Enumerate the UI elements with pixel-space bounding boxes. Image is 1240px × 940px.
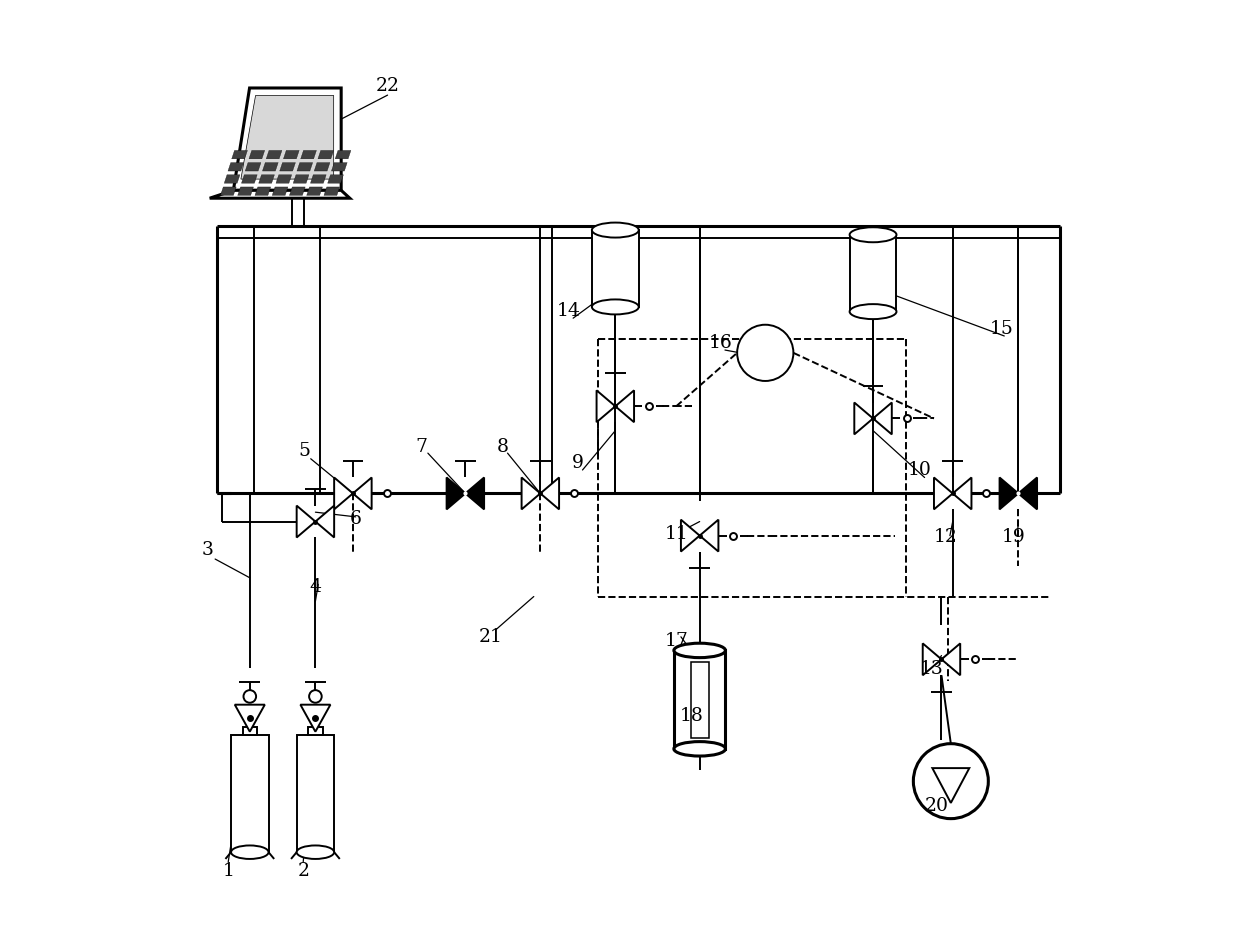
Polygon shape — [242, 175, 257, 183]
Bar — [691, 662, 709, 738]
Polygon shape — [941, 643, 960, 675]
Text: 14: 14 — [557, 302, 580, 320]
Text: 6: 6 — [350, 509, 362, 527]
Polygon shape — [210, 190, 350, 198]
Polygon shape — [952, 478, 971, 509]
Text: 13: 13 — [919, 660, 944, 678]
Polygon shape — [296, 163, 312, 171]
Text: 9: 9 — [572, 454, 584, 473]
Polygon shape — [334, 478, 353, 509]
Polygon shape — [596, 390, 615, 422]
Polygon shape — [228, 163, 244, 171]
Text: 21: 21 — [479, 628, 502, 646]
Polygon shape — [259, 175, 274, 183]
Bar — [849, 235, 897, 311]
Polygon shape — [233, 88, 341, 190]
Text: 5: 5 — [298, 442, 310, 461]
Polygon shape — [234, 705, 265, 731]
Circle shape — [243, 690, 257, 703]
Polygon shape — [446, 478, 465, 509]
Bar — [296, 735, 334, 853]
Ellipse shape — [296, 845, 334, 859]
Polygon shape — [934, 478, 952, 509]
Polygon shape — [314, 163, 330, 171]
Polygon shape — [331, 163, 347, 171]
Polygon shape — [224, 175, 241, 183]
Polygon shape — [241, 96, 334, 180]
Bar — [243, 727, 257, 735]
Polygon shape — [284, 150, 299, 159]
Bar — [309, 727, 322, 735]
Polygon shape — [238, 187, 253, 196]
Text: 20: 20 — [925, 796, 949, 815]
Ellipse shape — [673, 742, 725, 756]
Bar — [231, 735, 269, 853]
Polygon shape — [317, 150, 334, 159]
Polygon shape — [289, 187, 305, 196]
Ellipse shape — [231, 845, 269, 859]
Text: 8: 8 — [497, 437, 508, 456]
Polygon shape — [324, 187, 340, 196]
Polygon shape — [263, 163, 278, 171]
Ellipse shape — [849, 227, 897, 243]
Polygon shape — [293, 175, 309, 183]
Polygon shape — [923, 643, 941, 675]
Text: 18: 18 — [681, 707, 704, 725]
Text: 19: 19 — [1002, 528, 1025, 546]
Ellipse shape — [591, 223, 639, 238]
Text: 22: 22 — [376, 77, 399, 95]
Polygon shape — [999, 478, 1018, 509]
Polygon shape — [315, 506, 334, 538]
Polygon shape — [522, 478, 541, 509]
Polygon shape — [249, 150, 264, 159]
Polygon shape — [1018, 478, 1037, 509]
Polygon shape — [353, 478, 372, 509]
Polygon shape — [255, 187, 270, 196]
Polygon shape — [306, 187, 322, 196]
Ellipse shape — [849, 305, 897, 319]
Bar — [591, 230, 639, 307]
Text: 7: 7 — [415, 437, 428, 456]
Polygon shape — [296, 506, 315, 538]
Polygon shape — [277, 175, 291, 183]
Polygon shape — [873, 402, 892, 434]
Text: 4: 4 — [310, 578, 321, 596]
Text: 17: 17 — [665, 632, 688, 650]
Polygon shape — [300, 150, 316, 159]
Polygon shape — [932, 768, 970, 803]
Polygon shape — [221, 187, 236, 196]
Polygon shape — [267, 150, 281, 159]
Text: 3: 3 — [202, 540, 213, 558]
Polygon shape — [273, 187, 288, 196]
Text: 12: 12 — [934, 528, 959, 546]
Polygon shape — [327, 175, 343, 183]
Polygon shape — [465, 478, 484, 509]
Ellipse shape — [673, 643, 725, 658]
Polygon shape — [232, 150, 248, 159]
Polygon shape — [300, 705, 330, 731]
Circle shape — [737, 324, 794, 381]
Ellipse shape — [591, 300, 639, 314]
Polygon shape — [681, 520, 699, 552]
Polygon shape — [310, 175, 326, 183]
Polygon shape — [699, 520, 718, 552]
Bar — [673, 650, 725, 749]
Text: 11: 11 — [665, 525, 688, 542]
Text: 10: 10 — [908, 461, 931, 479]
Circle shape — [309, 690, 321, 703]
Polygon shape — [335, 150, 351, 159]
Polygon shape — [541, 478, 559, 509]
Text: 16: 16 — [708, 335, 732, 352]
Polygon shape — [615, 390, 634, 422]
Polygon shape — [280, 163, 295, 171]
Circle shape — [914, 744, 988, 819]
Text: 15: 15 — [990, 321, 1013, 338]
Polygon shape — [854, 402, 873, 434]
Text: 1: 1 — [222, 862, 234, 880]
Text: 2: 2 — [298, 862, 309, 880]
Polygon shape — [246, 163, 260, 171]
